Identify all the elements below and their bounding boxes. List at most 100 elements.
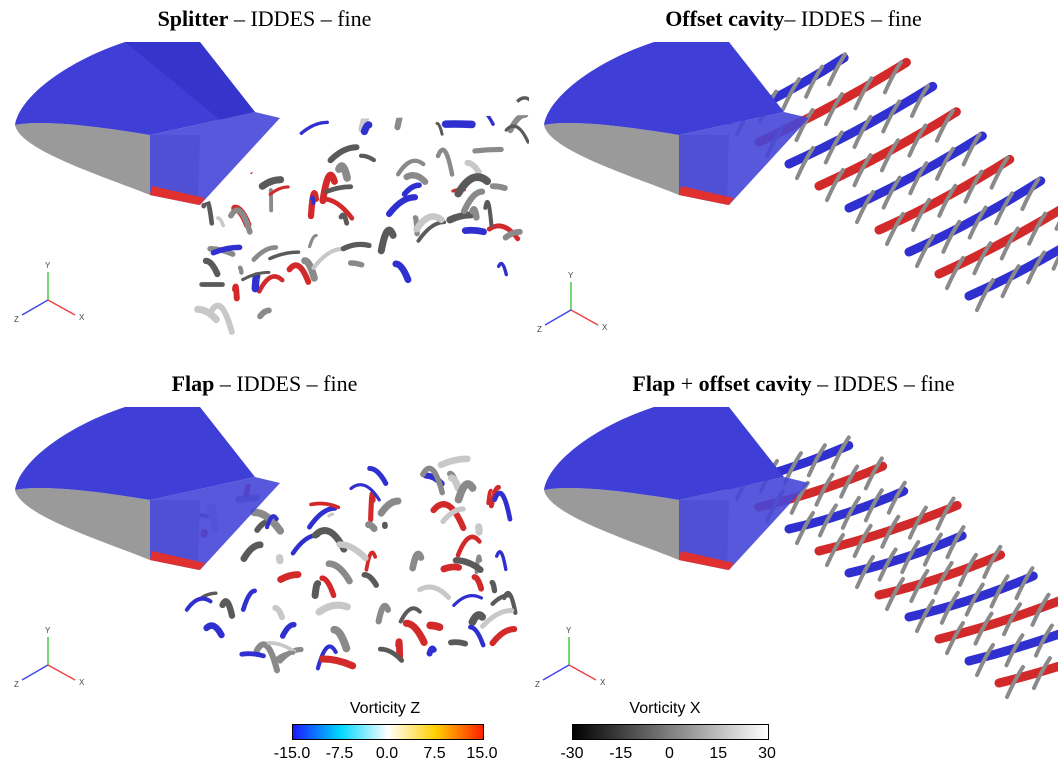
vortex-tube [784,486,909,534]
vortex-structure [257,307,272,320]
airfoil [544,407,809,570]
vortex-loop [855,190,875,224]
panel-flap-offset-cavity: Flap + offset cavity – IDDES – fine Y X … [529,365,1058,730]
vortex-structure [258,176,285,190]
vortex-structure [486,223,521,242]
axes-triad: Y X Z [535,626,606,689]
vortex-loop [881,175,902,210]
vortex-structure [338,212,350,226]
vortex-structure [299,120,329,136]
vortex-structure [417,584,452,600]
vortex-loop [830,435,851,470]
vortex-structure [360,121,373,136]
axis-z-label: Z [14,680,19,689]
panel-title: Flap – IDDES – fine [0,371,529,397]
vortex-loop [804,64,825,99]
title-bold: Splitter [157,6,229,31]
vortex-loop [989,155,1010,190]
axes-triad: Y X Z [14,626,85,689]
vortex-structure [347,260,365,268]
axis-z-label: Z [14,315,19,324]
colorbar-tick: -7.5 [325,745,354,762]
vortex-structure [464,159,482,176]
vortex-loop [910,83,931,118]
wake-vortices [724,52,1058,312]
vortex-structure [315,601,351,616]
colorbar-title: Vorticity X [629,700,701,717]
vortex-loop [885,577,905,611]
vortex-structure [237,265,244,275]
vortex-structure [403,172,429,186]
vortex-structure [327,144,360,164]
colorbar-tick: 15.0 [466,745,498,762]
colorbar-tick: -15 [609,745,633,762]
vortex-tube [904,571,1038,622]
vortex-tube [904,176,1046,257]
vortex-structure [446,211,475,224]
vortex-structure [268,185,290,196]
panel-splitter: Splitter – IDDES – fine Y X Z [0,0,529,365]
vortex-structure [454,173,491,198]
axis-z-label: Z [535,680,540,689]
vortex-tube [934,205,1058,279]
vortex-structure [207,302,235,335]
vortex-loop [945,525,966,560]
vortex-structure [502,228,523,241]
vortex-loop [945,256,965,290]
vortex-structure [492,490,513,522]
title-bold-2: offset cavity [698,371,812,396]
panel-flap: Flap – IDDES – fine Y X Z [0,365,529,730]
vortex-loop [900,540,921,575]
axis-z-label: Z [537,325,542,334]
vortex-structure [202,257,221,278]
vortex-structure [430,501,467,532]
vortex-loop [994,191,1015,226]
title-rest: – IDDES – fine [228,6,372,31]
vortex-structure [361,572,380,588]
vortex-loop [852,114,873,149]
colorbar-tick: 0 [665,745,674,762]
vortex-loop [915,599,935,633]
vortex-loop [1020,177,1041,212]
vortex-loop [794,108,815,143]
vortex-loop [863,456,884,491]
vortex-loop [825,168,845,202]
vortex-loop [982,544,1003,579]
vortex-loop [1027,211,1048,246]
colorbar-gradient [572,724,769,740]
vortex-structure [256,274,285,294]
vortex-structure [486,488,493,506]
vortex-loop [1026,250,1047,285]
vortex-structure [251,245,279,262]
vortex-loop [967,205,988,240]
colorbar-title: Vorticity Z [349,700,421,717]
vortex-structure [496,261,508,277]
title-rest: – IDDES – fine [214,371,358,396]
vortex-structure [440,506,466,525]
vortex-structure [435,147,455,177]
vortex-structure [340,241,372,252]
vortex-loop [814,472,835,507]
vortex-loop [852,153,873,188]
vortex-loop [964,582,985,617]
vortex-structure [279,621,297,639]
vortex-loop [1002,602,1023,637]
vortex-loop [934,108,955,143]
vortex-structure [250,508,285,535]
vortex-structure [437,455,471,469]
title-rest: – IDDES – fine [784,6,922,31]
vortex-structure [241,270,271,282]
vortex-loop [882,60,903,95]
vortex-loop [973,611,994,646]
vortex-structure [426,645,437,657]
colorbar-gradient [292,724,484,740]
vortex-loop [975,278,995,312]
vortex-structure [377,497,402,517]
vortex-structure [490,593,512,606]
vortex-structure [277,571,302,583]
vortex-structure [200,591,218,599]
vortex-structure [395,158,426,177]
panel-title: Flap + offset cavity – IDDES – fine [529,371,1058,397]
vortex-loop [879,138,900,173]
vortex-loop [907,123,928,158]
